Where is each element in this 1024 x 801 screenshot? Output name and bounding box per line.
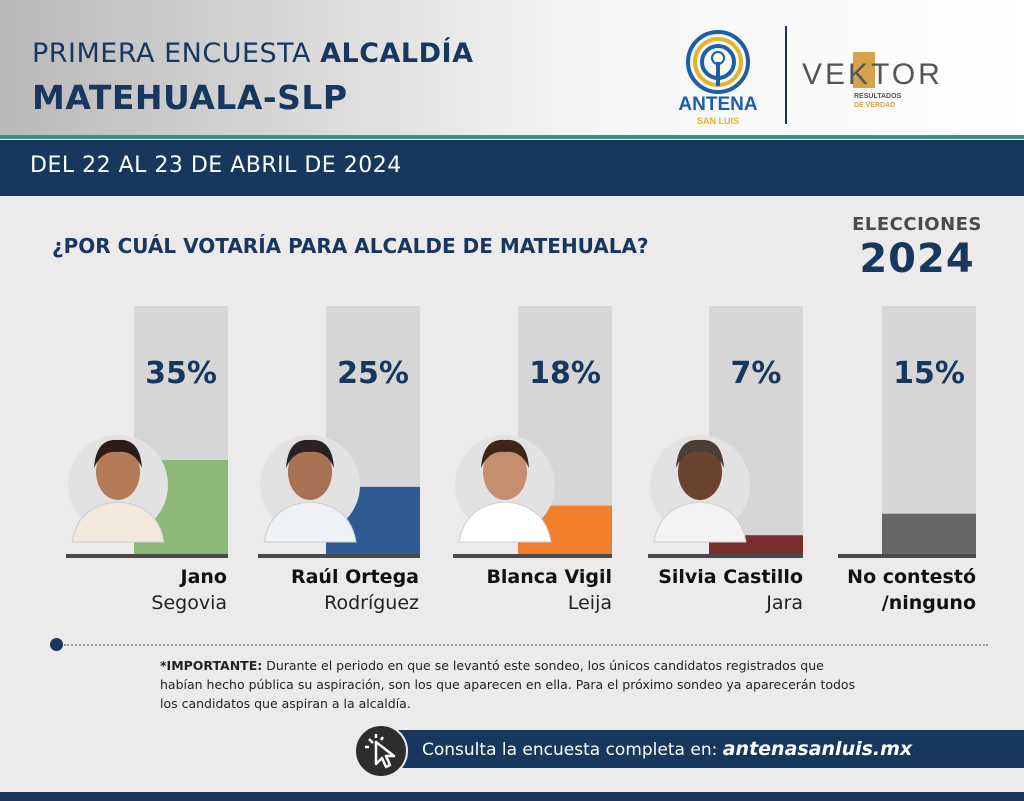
antena-logo-sub: SAN LUIS [697,116,739,126]
candidate-face [483,444,527,500]
candidate-face [96,444,140,500]
candidate-hair [94,439,142,468]
logo-divider [785,26,787,124]
data-label: 35% [145,356,217,391]
antena-logo-name: ANTENA [678,94,757,115]
footer-bar [380,730,1024,768]
bar-baseline [258,554,420,558]
vektor-logo-name: VEKTOR [802,58,943,91]
header-accent-line [0,135,1024,139]
vektor-logo: VEKTOR RESULTADOS DE VERDAD [802,52,943,109]
vektor-logo-tagline2: DE VERDAD [854,102,895,109]
candidate-name: Silvia Castillo [658,566,803,588]
separator-line [64,644,988,646]
important-note: *IMPORTANTE: Durante el periodo en que s… [160,656,860,713]
separator-dot [50,638,63,651]
candidate-hair [481,439,529,468]
candidate-surname: Jara [766,592,803,614]
data-label: 18% [529,356,601,391]
survey-dates: DEL 22 AL 23 DE ABRIL DE 2024 [30,153,402,178]
candidate-surname: Rodríguez [324,592,419,614]
candidate-hair [676,439,724,468]
antena-logo: ANTENA SAN LUIS [678,30,758,126]
bar-baseline [838,554,976,558]
candidate-shirt [653,501,747,543]
candidate-shirt [71,501,165,543]
candidate-face [288,444,332,500]
candidate-surname: Leija [567,592,612,614]
candidate-face [678,444,722,500]
website-link[interactable]: antenasanluis.mx [722,738,913,760]
footer-cta: Consulta la encuesta completa en: antena… [422,738,913,760]
poll-bar-chart: 35% 25% 18% 7% 15% [66,306,976,558]
candidate-shirt [458,501,552,543]
click-cursor-icon [354,724,408,778]
candidate-name: /ninguno [881,592,976,614]
important-note-text: Durante el periodo en que se levantó est… [160,658,856,711]
data-label: 7% [731,356,782,391]
bar-baseline [453,554,612,558]
candidate-hair [286,439,334,468]
survey-question: ¿POR CUÁL VOTARÍA PARA ALCALDE DE MATEHU… [52,234,649,258]
candidate-name: Raúl Ortega [290,566,419,588]
candidate-shirt [263,501,357,543]
candidate-name: No contestó [847,566,976,588]
bar [882,513,976,554]
bottom-strip [0,792,1024,801]
date-bar [0,140,1024,196]
data-label: 25% [337,356,409,391]
survey-title-line1: PRIMERA ENCUESTA ALCALDÍA [32,38,474,69]
bar-background [882,306,976,554]
elections-badge-year: 2024 [859,236,975,282]
data-label: 15% [893,356,965,391]
bar-baseline [648,554,803,558]
vektor-logo-tagline1: RESULTADOS [854,93,902,100]
important-note-label: *IMPORTANTE: [160,658,263,673]
candidate-name: Jano [180,566,227,588]
candidate-surname: Segovia [151,592,227,614]
elections-badge-label: ELECCIONES [852,214,982,235]
bar-baseline [66,554,228,558]
candidate-name: Blanca Vigil [486,566,612,588]
survey-title-line2: MATEHUALA-SLP [32,78,348,117]
